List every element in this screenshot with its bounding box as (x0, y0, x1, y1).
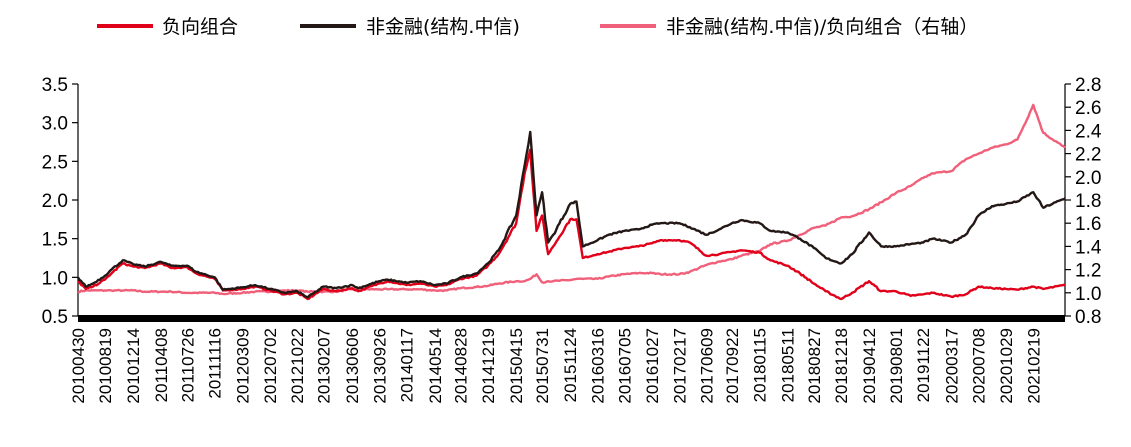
right-tick-label: 1.6 (1075, 214, 1101, 235)
x-tick-label: 20160705 (615, 328, 634, 404)
x-tick-label: 20170609 (697, 328, 716, 404)
left-tick-label: 2.5 (42, 152, 68, 173)
right-tick-label: 2.6 (1075, 98, 1101, 119)
x-tick-label: 20200708 (970, 328, 989, 404)
x-tick-label: 20151124 (561, 328, 580, 402)
x-tick-label: 20180827 (805, 328, 824, 404)
x-tick-label: 20170217 (670, 328, 689, 404)
right-tick-label: 2.4 (1075, 121, 1102, 142)
x-tick-label: 20170922 (723, 328, 742, 404)
right-tick-label: 1.2 (1075, 261, 1101, 282)
x-tick-label: 20130606 (343, 328, 362, 404)
x-tick-label: 20150415 (507, 328, 526, 404)
x-tick-label: 20120702 (261, 328, 280, 404)
plot-area (76, 103, 1066, 301)
x-tick-label: 20110408 (152, 328, 171, 402)
x-axis: 20100430 20100819 20101214 20110408 20110726… (69, 315, 1065, 404)
left-y-axis: 0.5 1.0 1.5 2.0 2.5 3.0 3.5 (42, 75, 79, 328)
right-tick-label: 0.8 (1075, 307, 1101, 328)
x-tick-label: 20130926 (370, 328, 389, 404)
legend-label-1: 负向组合 (162, 16, 238, 38)
x-tick-label: 20181218 (832, 328, 851, 404)
x-tick-label: 20190801 (887, 328, 906, 404)
x-axis-line (78, 315, 1065, 322)
series-line-3 (77, 103, 1066, 296)
left-tick-label: 1.5 (42, 230, 68, 251)
x-tick-label: 20180511 (779, 328, 798, 402)
left-tick-label: 1.0 (42, 268, 68, 289)
x-tick-label: 20121022 (288, 328, 307, 404)
right-tick-label: 2.0 (1075, 168, 1101, 189)
x-tick-label: 20180115 (751, 328, 770, 402)
right-tick-label: 1.4 (1075, 237, 1102, 258)
x-tick-label: 20140514 (426, 328, 445, 404)
x-tick-label: 20160316 (589, 328, 608, 404)
x-tick-label: 20110726 (178, 328, 197, 402)
x-tick-label: 20100819 (96, 328, 115, 404)
series-line-2 (76, 130, 1066, 299)
right-y-axis: 0.81.01.2 1.41.61.82.02.2 2.42.62.8 (1064, 75, 1102, 328)
x-tick-label: 20191122 (914, 328, 933, 402)
right-tick-label: 2.2 (1075, 145, 1101, 166)
right-tick-label: 1.0 (1075, 284, 1101, 305)
x-tick-label: 20200317 (942, 328, 961, 404)
legend: 负向组合 非金融(结构.中信) 非金融(结构.中信)/负向组合（右轴） (97, 16, 978, 38)
x-tick-label: 20141219 (479, 328, 498, 404)
x-tick-label: 20161027 (643, 328, 662, 404)
x-tick-label: 20130207 (314, 328, 333, 404)
left-tick-label: 3.5 (42, 75, 68, 96)
x-tick-label: 20101214 (124, 328, 143, 404)
x-tick-label: 20111116 (206, 328, 225, 399)
x-tick-label: 20190412 (860, 328, 879, 404)
series-line-1 (77, 148, 1066, 301)
left-tick-label: 0.5 (42, 307, 68, 328)
x-tick-label: 20140828 (452, 328, 471, 404)
right-tick-label: 2.8 (1075, 75, 1101, 96)
legend-label-3: 非金融(结构.中信)/负向组合（右轴） (666, 16, 978, 38)
x-tick-label: 20100430 (69, 328, 88, 404)
left-tick-label: 2.0 (42, 191, 68, 212)
x-tick-label: 20201029 (997, 328, 1016, 404)
x-tick-label: 20120309 (233, 328, 252, 404)
right-tick-label: 1.8 (1075, 191, 1101, 212)
x-tick-label: 20150731 (533, 328, 552, 404)
x-tick-label: 20140117 (398, 328, 417, 402)
left-tick-label: 3.0 (42, 114, 68, 135)
x-tick-label: 20210219 (1024, 328, 1043, 404)
legend-label-2: 非金融(结构.中信) (366, 16, 520, 38)
